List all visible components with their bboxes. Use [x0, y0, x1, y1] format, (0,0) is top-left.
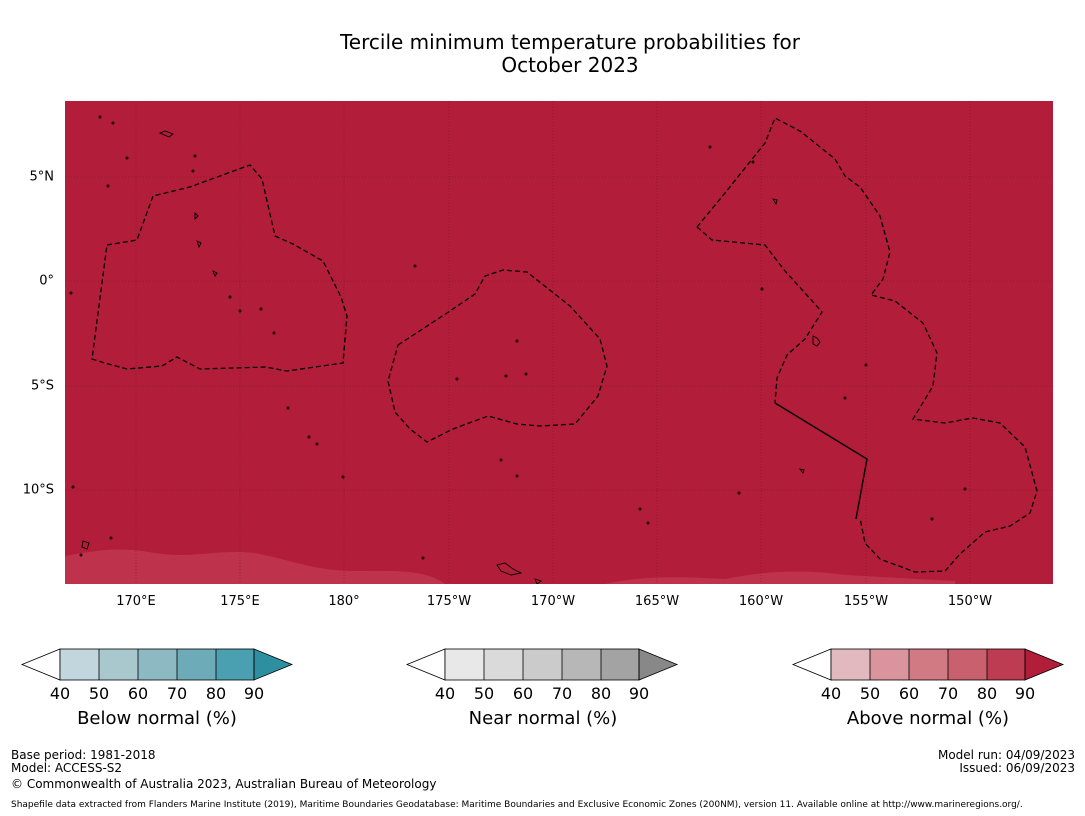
colorbar-tick: 70: [937, 684, 959, 703]
x-tick-label: 180°: [328, 594, 360, 609]
y-tick-label: 0°: [39, 273, 54, 289]
x-tick-label: 160°W: [738, 594, 784, 609]
colorbar-above-normal: [791, 648, 1065, 681]
x-tick-label: 155°W: [843, 594, 889, 609]
colorbar-tick: 50: [859, 684, 881, 703]
model-run-text: Model run: 04/09/2023: [937, 748, 1075, 762]
colorbar-label-near: Near normal (%): [468, 708, 618, 729]
colorbar-tick: 90: [628, 684, 650, 703]
map-background: [65, 101, 1053, 584]
x-tick-label: 165°W: [634, 594, 680, 609]
colorbar-label-below: Below normal (%): [77, 708, 237, 729]
colorbar-tick: 60: [127, 684, 149, 703]
y-tick-label: 5°N: [29, 169, 55, 185]
colorbar-label-above: Above normal (%): [846, 708, 1010, 729]
x-tick-label: 170°E: [116, 594, 156, 609]
colorbar-tick: 80: [205, 684, 227, 703]
eez-boundaries: [91, 117, 1038, 573]
colorbar-tick: 40: [820, 684, 842, 703]
chart-title: Tercile minimum temperature probabilitie…: [0, 31, 1085, 77]
base-period-text: Base period: 1981-2018: [11, 748, 156, 762]
colorbar-near-normal: [405, 648, 679, 681]
x-tick-label: 175°E: [220, 594, 260, 609]
probability-map: [65, 101, 1053, 584]
copyright-text: © Commonwealth of Australia 2023, Austra…: [11, 777, 437, 791]
shapefile-attribution: Shapefile data extracted from Flanders M…: [11, 800, 1023, 810]
lower-probability-band-east: [605, 571, 955, 584]
lower-probability-band: [65, 549, 445, 584]
colorbar-tick: 40: [434, 684, 456, 703]
x-tick-label: 150°W: [947, 594, 993, 609]
colorbar-tick: 80: [590, 684, 612, 703]
y-tick-label: 5°S: [30, 378, 54, 394]
colorbar-tick: 50: [88, 684, 110, 703]
title-line-1: Tercile minimum temperature probabilitie…: [339, 30, 801, 54]
colorbar-tick: 80: [976, 684, 998, 703]
colorbar-tick: 60: [512, 684, 534, 703]
colorbar-tick: 90: [243, 684, 265, 703]
x-tick-label: 175°W: [426, 594, 472, 609]
colorbar-tick: 70: [166, 684, 188, 703]
colorbar-tick: 40: [49, 684, 71, 703]
issued-text: Issued: 06/09/2023: [959, 761, 1075, 775]
model-text: Model: ACCESS-S2: [11, 761, 123, 775]
gridlines: [65, 101, 1053, 584]
x-tick-label: 170°W: [530, 594, 576, 609]
title-line-2: October 2023: [501, 53, 639, 77]
islands: [69, 115, 967, 584]
colorbar-tick: 60: [898, 684, 920, 703]
y-tick-label: 10°S: [22, 482, 54, 498]
colorbar-tick: 90: [1014, 684, 1036, 703]
solid-boundary: [774, 402, 868, 520]
colorbar-below-normal: [20, 648, 294, 681]
colorbar-tick: 50: [473, 684, 495, 703]
colorbar-tick: 70: [551, 684, 573, 703]
